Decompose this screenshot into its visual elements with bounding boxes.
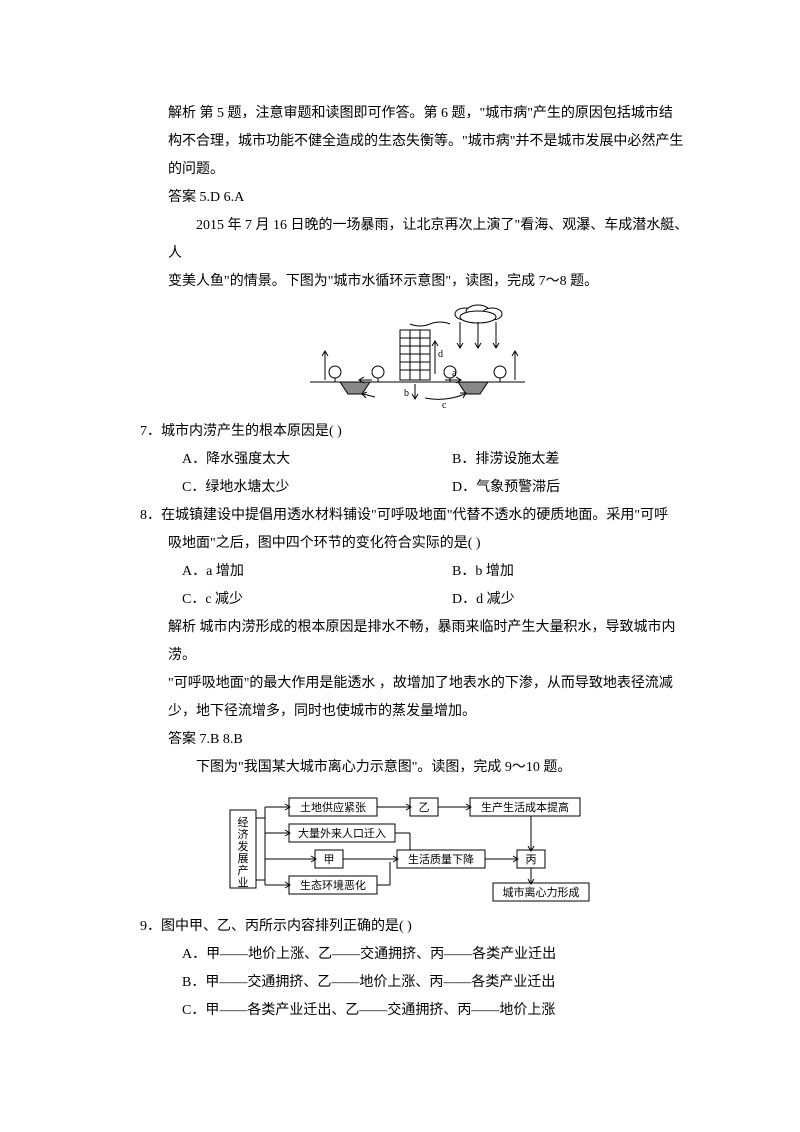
analysis-78-line2: "可呼吸地面"的最大作用是能透水 ，故增加了地表水的下渗，从而导致地表径流减 [168, 670, 690, 698]
q7-option-a: A．降水强度太大 [182, 446, 452, 474]
fc-top3: 生产生活成本提高 [481, 800, 569, 814]
fc-bing: 丙 [526, 854, 537, 866]
q8-option-c: C．c 减少 [182, 586, 452, 614]
q7-stem: 7．城市内涝产生的根本原因是( ) [140, 418, 690, 446]
label-c: c [442, 400, 447, 411]
centrifugal-flowchart: 经 济 发 展 产 业 土地供应紧张 乙 生产生活成本提高 大量外来人口迁入 甲… [140, 790, 690, 905]
fc-left-5: 产 [238, 863, 249, 877]
passage-910: 下图为"我国某大城市离心力示意图"。读图，完成 9～10 题。 [168, 754, 690, 782]
fc-quality: 生活质量下降 [408, 852, 474, 866]
q7-option-b: B．排涝设施太差 [452, 446, 559, 474]
analysis-78-line1: 解析 城市内涝形成的根本原因是排水不畅，暴雨来临时产生大量积水，导致城市内涝。 [168, 614, 690, 670]
fc-top2: 乙 [419, 801, 430, 814]
q9-option-c: C．甲——各类产业迁出、乙——交通拥挤、丙——地价上涨 [182, 997, 690, 1025]
q8-option-a: A．a 增加 [182, 558, 452, 586]
q9-option-b: B．甲——交通拥挤、乙——地价上涨、丙——各类产业迁出 [182, 969, 690, 997]
q8-options-row2: C．c 减少 D．d 减少 [182, 586, 690, 614]
fc-top1: 土地供应紧张 [300, 800, 366, 814]
fc-mid1: 大量外来人口迁入 [298, 826, 386, 840]
answer-78: 答案 7.B 8.B [168, 726, 690, 754]
passage-78-line2: 变美人鱼"的情景。下图为"城市水循环示意图"，读图，完成 7～8 题。 [168, 268, 690, 296]
fc-left-6: 业 [238, 876, 249, 889]
water-cycle-diagram: d a [140, 302, 690, 412]
q9-option-a: A．甲——地价上涨、乙——交通拥挤、丙——各类产业迁出 [182, 941, 690, 969]
q7-options-row1: A．降水强度太大 B．排涝设施太差 [182, 446, 690, 474]
q7-option-d: D．气象预警滞后 [452, 474, 560, 502]
q8-stem-line2: 吸地面"之后，图中四个环节的变化符合实际的是( ) [168, 530, 690, 558]
q9-stem: 9．图中甲、乙、丙所示内容排列正确的是( ) [140, 913, 690, 941]
label-d: d [438, 349, 443, 360]
q8-option-d: D．d 减少 [452, 586, 515, 614]
q7-options-row2: C．绿地水塘太少 D．气象预警滞后 [182, 474, 690, 502]
label-b: b [404, 388, 409, 399]
fc-eco: 生态环境恶化 [300, 878, 366, 892]
analysis-56-line3: 的问题。 [168, 156, 690, 184]
label-a: a [452, 368, 457, 379]
page-container: 解析 第 5 题，注意审题和读图即可作答。第 6 题，"城市病"产生的原因包括城… [0, 0, 800, 1132]
analysis-56-line2: 构不合理，城市功能不健全造成的生态失衡等。"城市病"并不是城市发展中必然产生 [168, 128, 690, 156]
fc-left-4: 展 [238, 852, 249, 865]
fc-left-3: 发 [238, 839, 249, 853]
q8-options-row1: A．a 增加 B．b 增加 [182, 558, 690, 586]
fc-left-2: 济 [238, 827, 249, 841]
q8-option-b: B．b 增加 [452, 558, 514, 586]
q8-stem-line1: 8．在城镇建设中提倡用透水材料铺设"可呼吸地面"代替不透水的硬质地面。采用"可呼 [140, 502, 690, 530]
answer-56: 答案 5.D 6.A [168, 184, 690, 212]
passage-78-line1: 2015 年 7 月 16 日晚的一场暴雨，让北京再次上演了"看海、观瀑、车成潜… [168, 212, 690, 268]
analysis-56-line1: 解析 第 5 题，注意审题和读图即可作答。第 6 题，"城市病"产生的原因包括城… [168, 100, 690, 128]
analysis-78-line3: 少，地下径流增多，同时也使城市的蒸发量增加。 [168, 698, 690, 726]
fc-final: 城市离心力形成 [503, 885, 580, 899]
fc-jia: 甲 [324, 854, 335, 866]
fc-left-1: 经 [238, 816, 249, 829]
q7-option-c: C．绿地水塘太少 [182, 474, 452, 502]
